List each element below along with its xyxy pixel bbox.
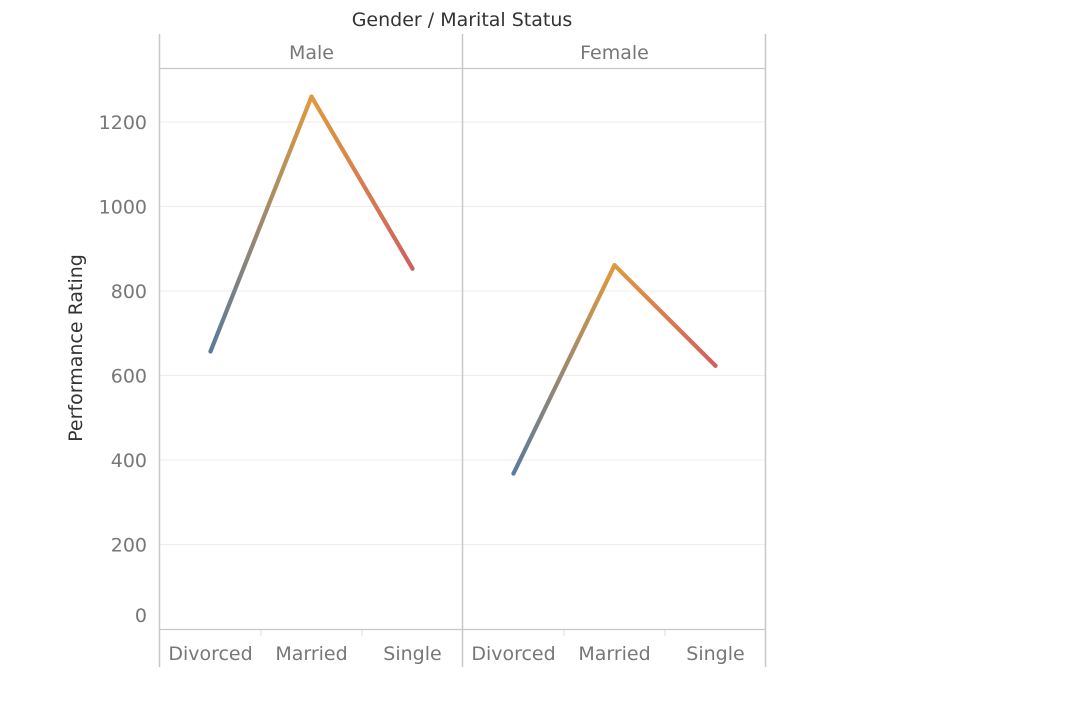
series-segment-male bbox=[309, 94, 415, 271]
x-tick-label: Married bbox=[578, 643, 650, 665]
y-tick-label: 200 bbox=[111, 535, 147, 557]
series-segment-female bbox=[511, 263, 617, 476]
y-tick-label: 1000 bbox=[99, 197, 147, 219]
series-lines bbox=[208, 94, 718, 476]
panel-header-male: Male bbox=[289, 42, 334, 64]
panel-headers: Male Female bbox=[289, 42, 649, 64]
x-tick-label: Single bbox=[686, 643, 744, 665]
x-axis-ticks: Divorced Married Single Divorced Married Sing… bbox=[168, 630, 745, 665]
panel-header-female: Female bbox=[580, 42, 649, 64]
y-tick-label: 600 bbox=[111, 366, 147, 388]
y-axis-label: Performance Rating bbox=[65, 254, 87, 442]
y-tick-label: 0 bbox=[135, 605, 147, 627]
data-point-female-divorced[interactable] bbox=[511, 471, 516, 476]
data-point-female-married[interactable] bbox=[612, 263, 617, 268]
series-segment-male bbox=[208, 94, 314, 354]
data-point-male-divorced[interactable] bbox=[208, 349, 213, 354]
x-tick-label: Married bbox=[275, 643, 347, 665]
data-point-male-married[interactable] bbox=[309, 94, 314, 99]
y-tick-label: 800 bbox=[111, 281, 147, 303]
y-tick-label: 1200 bbox=[99, 112, 147, 134]
panel-frame bbox=[158, 34, 767, 667]
data-point-male-single[interactable] bbox=[410, 266, 415, 271]
x-tick-label: Single bbox=[383, 643, 441, 665]
chart-title: Gender / Marital Status bbox=[352, 9, 573, 31]
y-tick-label: 400 bbox=[111, 450, 147, 472]
x-tick-label: Divorced bbox=[471, 643, 555, 665]
y-axis-ticks: 0 200 400 600 800 1000 1200 bbox=[99, 112, 147, 627]
x-tick-label: Divorced bbox=[168, 643, 252, 665]
series-segment-female bbox=[612, 263, 718, 368]
data-point-female-single[interactable] bbox=[713, 363, 718, 368]
